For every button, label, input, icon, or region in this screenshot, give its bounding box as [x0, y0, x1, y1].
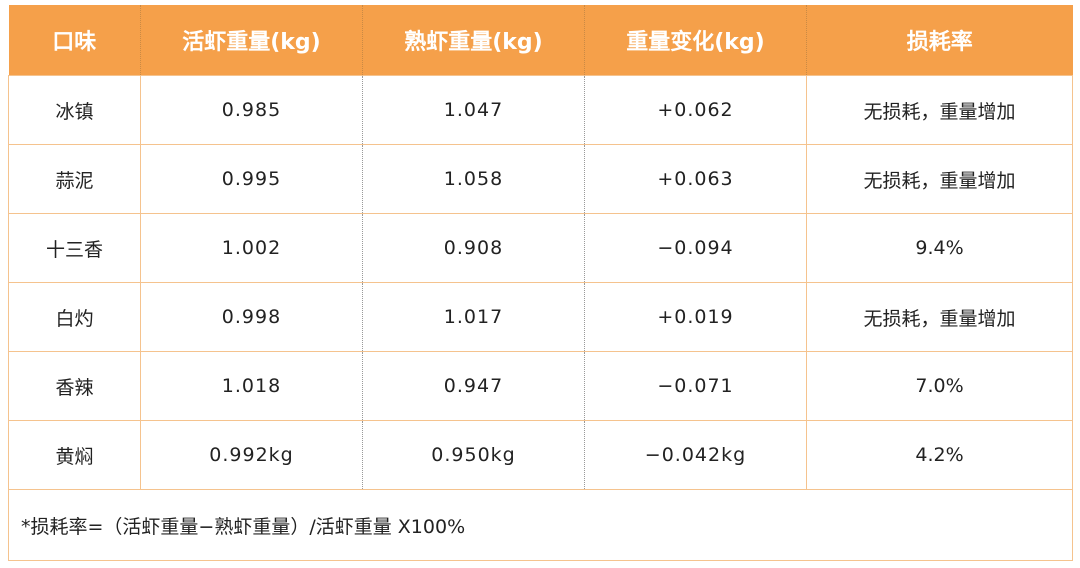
header-cell: 活虾重量(kg): [140, 5, 363, 76]
header-cell: 损耗率: [806, 5, 1073, 76]
table-cell: 0.998: [140, 282, 363, 352]
table-cell: 无损耗，重量增加: [806, 144, 1073, 214]
table-cell: 0.950kg: [362, 420, 585, 490]
table-cell: 1.002: [140, 213, 363, 283]
table-cell: −0.042kg: [584, 420, 807, 490]
table-cell: 0.947: [362, 351, 585, 421]
table-row: 白灼 0.998 1.017 +0.019 无损耗，重量增加: [8, 282, 1073, 352]
table-cell: 1.058: [362, 144, 585, 214]
table-cell: 十三香: [8, 213, 141, 283]
table-cell: 0.995: [140, 144, 363, 214]
table-cell: 黄焖: [8, 420, 141, 490]
footnote-row: *损耗率=（活虾重量−熟虾重量）/活虾重量 X100%: [8, 489, 1073, 561]
header-cell: 重量变化(kg): [584, 5, 807, 76]
table-cell: 香辣: [8, 351, 141, 421]
table-cell: 1.018: [140, 351, 363, 421]
table-cell: +0.063: [584, 144, 807, 214]
table-cell: 9.4%: [806, 213, 1073, 283]
shrimp-table: 口味 活虾重量(kg) 熟虾重量(kg) 重量变化(kg) 损耗率 冰镇 0.985 1.0…: [8, 5, 1073, 561]
footnote: *损耗率=（活虾重量−熟虾重量）/活虾重量 X100%: [8, 489, 1073, 561]
table-row: 十三香 1.002 0.908 −0.094 9.4%: [8, 213, 1073, 283]
table-cell: 无损耗，重量增加: [806, 75, 1073, 145]
table-cell: 4.2%: [806, 420, 1073, 490]
table-cell: 蒜泥: [8, 144, 141, 214]
table-cell: −0.071: [584, 351, 807, 421]
table-cell: +0.062: [584, 75, 807, 145]
table-row: 冰镇 0.985 1.047 +0.062 无损耗，重量增加: [8, 75, 1073, 145]
table-cell: 1.047: [362, 75, 585, 145]
table-cell: 0.985: [140, 75, 363, 145]
table-cell: 0.908: [362, 213, 585, 283]
table-row: 蒜泥 0.995 1.058 +0.063 无损耗，重量增加: [8, 144, 1073, 214]
table-cell: +0.019: [584, 282, 807, 352]
header-cell: 口味: [8, 5, 141, 76]
table-cell: 白灼: [8, 282, 141, 352]
table-row: 香辣 1.018 0.947 −0.071 7.0%: [8, 351, 1073, 421]
table-cell: −0.094: [584, 213, 807, 283]
table-cell: 无损耗，重量增加: [806, 282, 1073, 352]
table-cell: 7.0%: [806, 351, 1073, 421]
table-cell: 0.992kg: [140, 420, 363, 490]
header-row: 口味 活虾重量(kg) 熟虾重量(kg) 重量变化(kg) 损耗率: [8, 5, 1073, 76]
table-cell: 冰镇: [8, 75, 141, 145]
table-body: 冰镇 0.985 1.047 +0.062 无损耗，重量增加 蒜泥 0.995 1.058 +0…: [8, 75, 1073, 561]
table-row: 黄焖 0.992kg 0.950kg −0.042kg 4.2%: [8, 420, 1073, 490]
header-cell: 熟虾重量(kg): [362, 5, 585, 76]
table-cell: 1.017: [362, 282, 585, 352]
